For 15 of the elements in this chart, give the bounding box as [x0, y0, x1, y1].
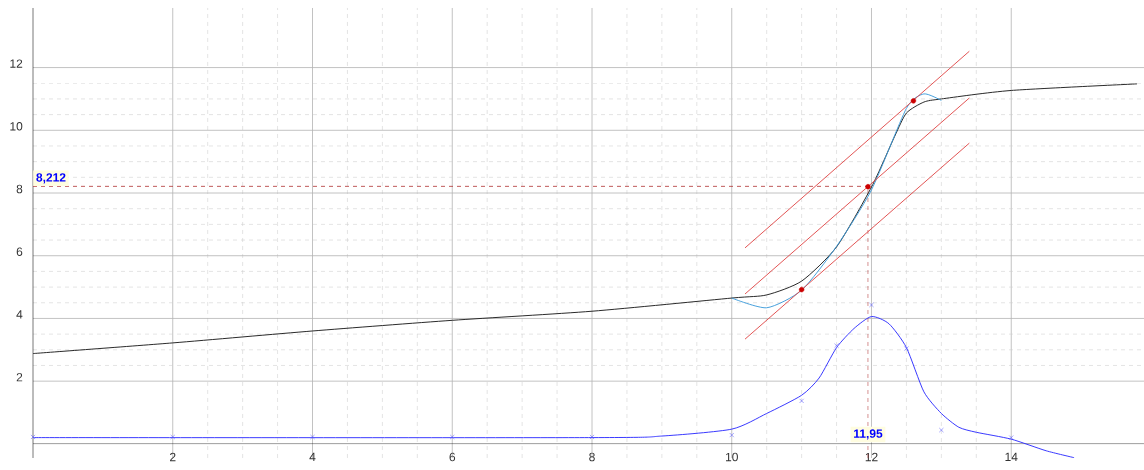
- y-tick-label: 6: [16, 247, 23, 256]
- x-tick-label: 8: [589, 452, 595, 462]
- y-tick-label: 4: [16, 310, 23, 319]
- y-tick-label: 12: [10, 59, 23, 68]
- x-tick-label: 12: [865, 452, 878, 462]
- y-tick-label: 10: [10, 122, 23, 131]
- ref-line-label: 11,95: [854, 429, 883, 440]
- y-tick-label: 8: [16, 184, 23, 194]
- x-tick-label: 4: [309, 452, 316, 462]
- x-tick-label: 6: [449, 452, 456, 462]
- x-tick-label: 14: [1005, 452, 1018, 462]
- y-tick-label: 2: [16, 372, 23, 382]
- x-tick-label: 2: [170, 452, 176, 462]
- x-tick-label: 10: [726, 452, 738, 462]
- ref-line-label: 8,212: [36, 173, 66, 184]
